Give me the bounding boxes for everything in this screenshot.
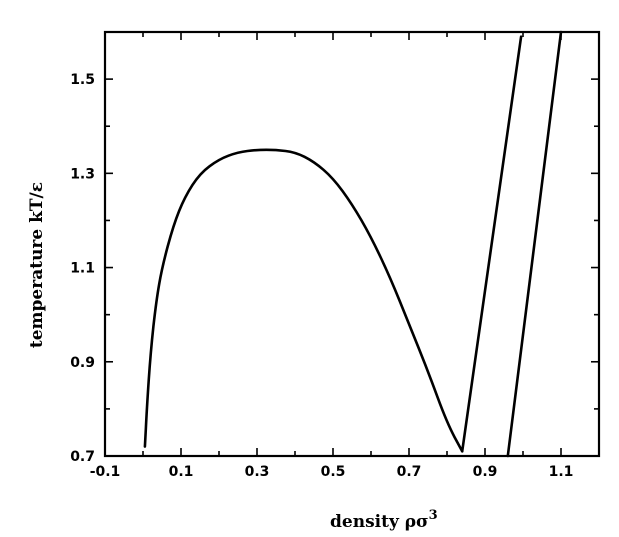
x-axis-label-text: density ρσ <box>330 512 429 532</box>
y-tick-label: 1.1 <box>70 261 95 277</box>
x-axis-label-superscript: 3 <box>429 508 438 523</box>
coexistence-curve <box>143 148 464 453</box>
plot-curves <box>143 30 563 458</box>
y-tick-labels: 0.7 0.9 1.1 1.3 1.5 <box>70 72 95 465</box>
x-tick-label: 0.5 <box>321 464 346 480</box>
x-tick-label: 0.9 <box>473 464 498 480</box>
axis-ticks <box>104 31 600 457</box>
x-tick-label: 1.1 <box>549 464 574 480</box>
x-axis-label: density ρσ3 <box>330 508 438 532</box>
y-tick-label: 1.5 <box>70 72 95 88</box>
x-tick-label: 0.1 <box>169 464 194 480</box>
x-tick-label: -0.1 <box>90 464 121 480</box>
y-tick-label: 0.9 <box>70 355 95 371</box>
x-tick-labels: -0.1 0.1 0.3 0.5 0.7 0.9 1.1 <box>90 464 574 480</box>
y-tick-label: 1.3 <box>70 166 95 182</box>
solid-right-boundary-line <box>506 30 563 458</box>
y-axis-label: temperature kT/ε <box>27 182 47 348</box>
solid-left-boundary-line <box>460 35 523 453</box>
y-tick-label: 0.7 <box>70 449 95 465</box>
x-tick-label: 0.3 <box>245 464 270 480</box>
plot-frame <box>103 30 601 458</box>
x-tick-label: 0.7 <box>397 464 422 480</box>
